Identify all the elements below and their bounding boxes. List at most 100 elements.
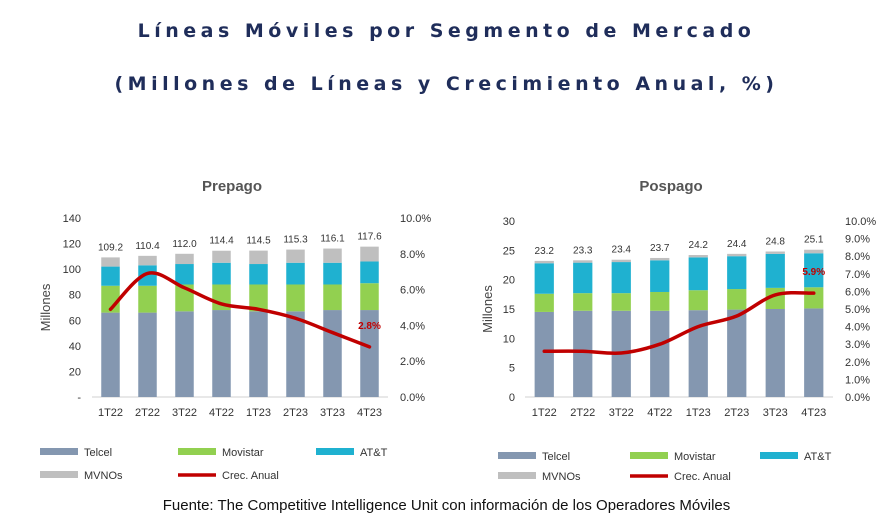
y2-tick-label: 2.0% [845, 357, 870, 369]
bar-total-label: 23.3 [573, 245, 593, 256]
y-axis-label: Millones [38, 283, 53, 331]
bar-att [611, 262, 631, 294]
bar-mvnos [138, 255, 157, 266]
bar-telcel [727, 309, 747, 397]
bar-movistar [138, 285, 157, 313]
bar-mvnos [573, 260, 593, 263]
x-tick-label: 1T22 [98, 407, 123, 419]
y2-tick-label: 4.0% [845, 322, 870, 334]
bar-telcel [138, 312, 157, 397]
bar-movistar [360, 283, 379, 311]
bar-total-label: 23.7 [650, 243, 670, 254]
bar-total-label: 24.2 [689, 240, 709, 251]
y-tick-label: 0 [509, 392, 515, 404]
bar-movistar [249, 284, 268, 312]
bar-att [138, 265, 157, 286]
x-tick-label: 2T23 [283, 407, 308, 419]
bar-telcel [688, 310, 708, 397]
x-tick-label: 1T22 [532, 407, 557, 419]
bar-mvnos [650, 257, 670, 261]
chart-title: Prepago [202, 178, 262, 195]
bar-telcel [765, 309, 785, 397]
legend-label: AT&T [804, 451, 832, 463]
y2-tick-label: 10.0% [845, 216, 876, 228]
page-subtitle: (Millones de Líneas y Crecimiento Anual,… [114, 73, 779, 95]
legend-label: Movistar [222, 447, 264, 459]
bar-mvnos [534, 260, 554, 264]
bar-total-label: 114.5 [246, 236, 271, 247]
bar-att [249, 264, 268, 285]
y2-tick-label: 4.0% [400, 320, 425, 332]
legend-swatch [40, 448, 78, 455]
bar-mvnos [212, 250, 231, 263]
bar-mvnos [765, 251, 785, 254]
legend-label: Movistar [674, 451, 716, 463]
bar-mvnos [323, 248, 342, 263]
bar-mvnos [804, 249, 824, 254]
y-tick-label: 20 [69, 366, 81, 378]
legend-label: MVNOs [84, 470, 123, 482]
x-tick-label: 1T23 [246, 407, 271, 419]
bar-movistar [286, 284, 305, 312]
bar-movistar [573, 293, 593, 311]
bar-total-label: 23.2 [535, 246, 555, 257]
bar-telcel [534, 311, 554, 397]
bar-movistar [650, 291, 670, 311]
bar-att [323, 262, 342, 285]
x-tick-label: 2T22 [570, 407, 595, 419]
bar-att [534, 263, 554, 294]
legend-label: Telcel [84, 447, 112, 459]
growth-line [542, 290, 816, 356]
bar-total-label: 110.4 [135, 241, 160, 252]
bar-total-label: 109.2 [98, 242, 123, 253]
bar-att [804, 253, 824, 288]
y-tick-label: 30 [503, 216, 515, 228]
x-tick-label: 4T23 [357, 407, 382, 419]
bar-mvnos [360, 246, 379, 262]
bar-total-label: 117.6 [357, 232, 382, 243]
x-tick-label: 2T22 [135, 407, 160, 419]
bar-total-label: 24.8 [766, 237, 786, 248]
y-tick-label: 80 [69, 290, 81, 302]
x-tick-label: 4T23 [801, 407, 826, 419]
x-tick-label: 4T22 [647, 407, 672, 419]
bar-mvnos [727, 253, 747, 257]
bar-total-label: 23.4 [612, 245, 632, 256]
bar-telcel [323, 310, 342, 397]
bar-telcel [804, 308, 824, 397]
page-title: Líneas Móviles por Segmento de Mercado [137, 20, 756, 42]
legend-label: Telcel [542, 451, 570, 463]
bar-movistar [727, 289, 747, 310]
source-note: Fuente: The Competitive Intelligence Uni… [162, 497, 731, 514]
x-tick-label: 3T23 [320, 407, 345, 419]
y-tick-label: 140 [63, 213, 81, 225]
bar-movistar [804, 287, 824, 309]
y-tick-label: 40 [69, 341, 81, 353]
bar-att [175, 264, 194, 285]
growth-last-label: 2.8% [358, 321, 381, 332]
x-tick-label: 3T22 [172, 407, 197, 419]
bar-telcel [175, 311, 194, 397]
bar-total-label: 24.4 [727, 239, 747, 250]
growth-last-label: 5.9% [802, 267, 825, 278]
y2-tick-label: 8.0% [845, 251, 870, 263]
x-tick-label: 1T23 [686, 407, 711, 419]
bar-mvnos [688, 255, 708, 258]
bar-movistar [688, 290, 708, 311]
y-tick-label: 5 [509, 363, 515, 375]
bar-mvnos [249, 250, 268, 265]
bar-telcel [286, 311, 305, 397]
legend-label: AT&T [360, 447, 388, 459]
bar-total-label: 112.0 [172, 239, 197, 250]
y2-tick-label: 9.0% [845, 234, 870, 246]
legend-swatch [178, 448, 216, 455]
x-tick-label: 3T23 [763, 407, 788, 419]
y-axis-label: Millones [480, 285, 495, 333]
y2-tick-label: 0.0% [845, 392, 870, 404]
legend-label: Crec. Anual [222, 470, 279, 482]
bar-movistar [323, 284, 342, 311]
bar-telcel [101, 312, 120, 397]
y2-tick-label: 5.0% [845, 304, 870, 316]
x-tick-label: 4T22 [209, 407, 234, 419]
